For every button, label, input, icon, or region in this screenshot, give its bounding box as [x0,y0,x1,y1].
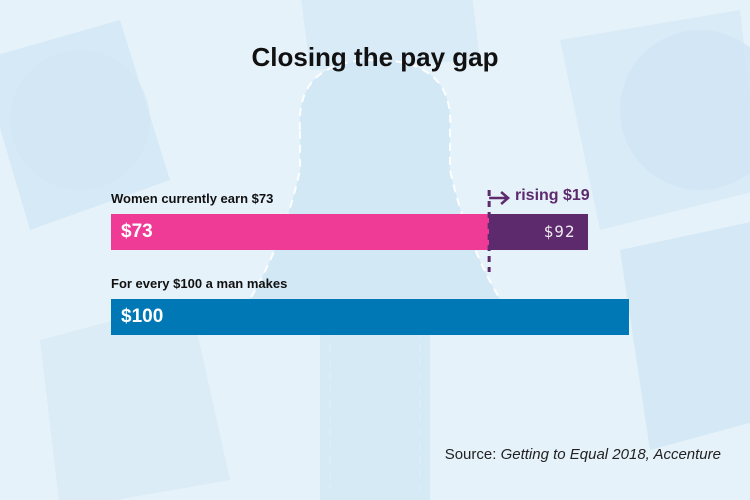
women-label: Women currently earn $73 [111,191,274,206]
source-note: Source: Getting to Equal 2018, Accenture [445,446,721,463]
source-title: Getting to Equal 2018, Accenture [500,446,721,463]
men-label: For every $100 a man makes [111,276,288,291]
rising-annotation: rising $19 [515,187,590,204]
women-bar-label: $73 [121,221,153,242]
men-bar [111,299,629,335]
chart-title: Closing the pay gap [251,42,499,72]
arrow-right-icon [489,191,511,205]
source-prefix: Source: [444,446,501,463]
women-target-label: $92 [543,222,576,241]
women-bar [111,214,490,250]
men-bar-label: $100 [121,306,164,327]
